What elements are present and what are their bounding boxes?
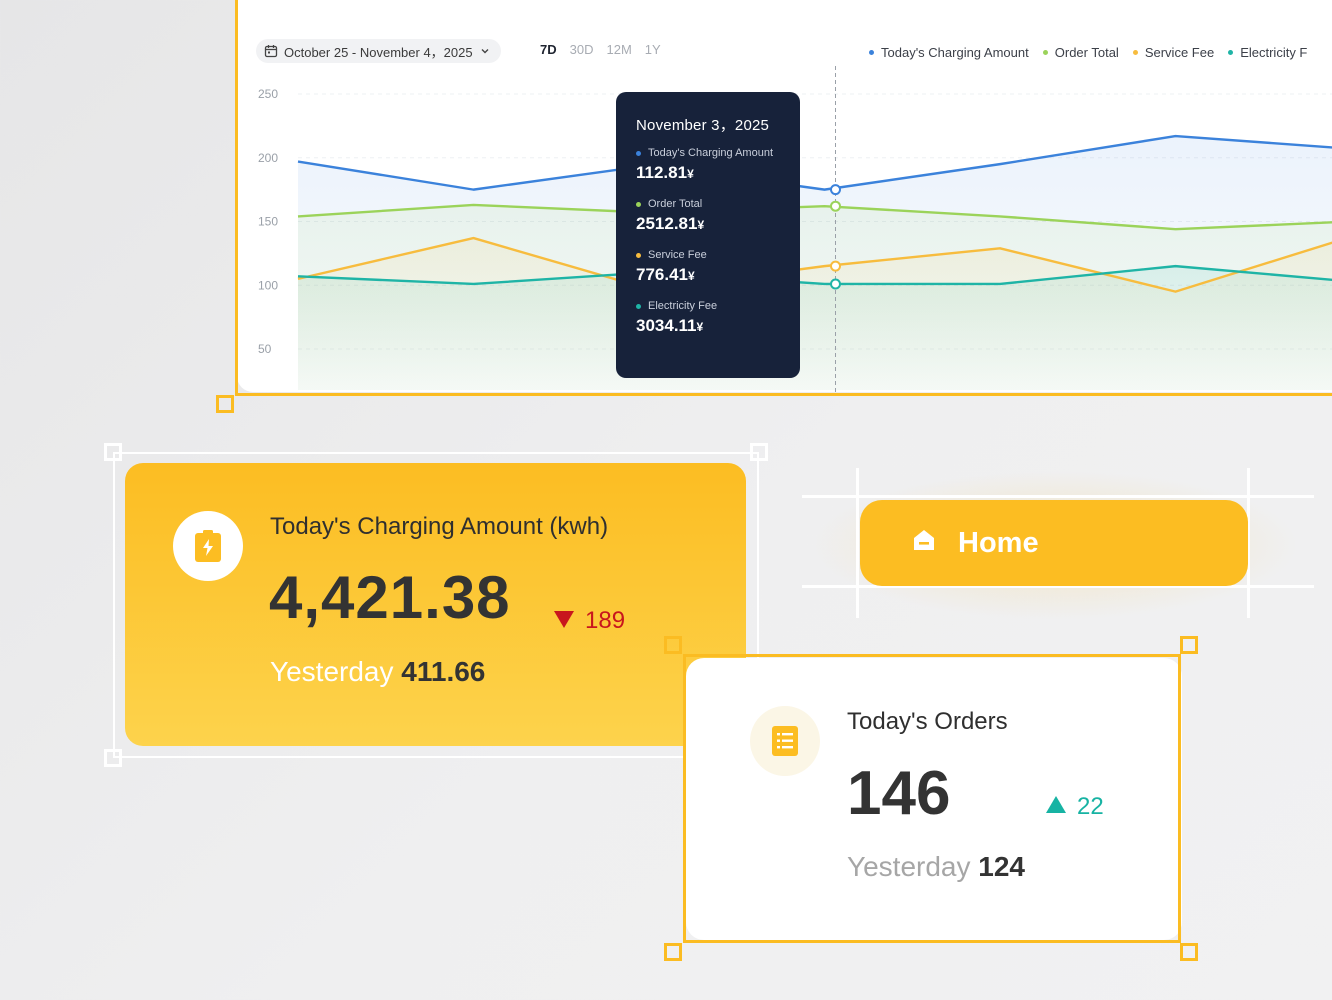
tooltip-unit: ¥ [687, 167, 694, 181]
y-tick-label: 150 [258, 215, 278, 229]
y-tick-label: 50 [258, 342, 272, 356]
series-dot [636, 252, 641, 258]
guide-line [856, 468, 859, 618]
triangle-up-icon [1045, 793, 1067, 821]
tooltip-label: Electricity Fee [648, 300, 718, 312]
yesterday-value: 411.66 [401, 656, 486, 687]
data-point-marker [830, 260, 841, 272]
legend-dot [869, 50, 874, 55]
yesterday-value: 124 [978, 851, 1025, 882]
y-tick-label: 200 [258, 151, 278, 165]
data-point-marker [830, 184, 841, 196]
tooltip-value: 776.41 [636, 265, 688, 284]
legend-item[interactable]: Service Fee [1132, 45, 1215, 60]
legend-item[interactable]: Today's Charging Amount [869, 45, 1029, 60]
series-dot [636, 150, 641, 156]
tab-7d[interactable]: 7D [540, 42, 557, 57]
tooltip-value: 112.81 [636, 163, 688, 182]
resize-handle[interactable] [104, 749, 122, 767]
resize-handle[interactable] [750, 443, 768, 461]
charging-amount-value: 4,421.38 [269, 564, 511, 631]
orders-delta: 22 [1045, 793, 1104, 821]
guide-line [802, 495, 1314, 498]
date-range-text: October 25 - November 4，2025 [284, 44, 473, 60]
legend-item[interactable]: Electricity F [1228, 45, 1307, 60]
legend-dot [1132, 50, 1138, 55]
legend-label: Today's Charging Amount [881, 45, 1029, 60]
series-line [297, 264, 1332, 286]
y-tick-label: 250 [258, 87, 278, 101]
orders-value: 146 [847, 759, 951, 828]
tooltip-unit: ¥ [697, 218, 705, 232]
triangle-down-icon [553, 607, 575, 635]
line-chart: 250 200 150 100 50 [258, 66, 1332, 392]
tooltip-label: Order Total [648, 198, 703, 210]
home-button-label: Home [958, 526, 1039, 559]
tab-1y[interactable]: 1Y [644, 42, 661, 57]
series-line [297, 203, 1332, 231]
resize-handle[interactable] [1180, 943, 1198, 961]
resize-handle[interactable] [664, 943, 682, 961]
battery-charging-icon [173, 511, 243, 581]
tooltip-row: Service Fee 776.41¥ [636, 249, 800, 285]
yesterday-label: Yesterday [847, 851, 971, 882]
date-range-picker[interactable]: October 25 - November 4，2025 [256, 39, 501, 63]
data-point-marker [830, 200, 841, 212]
legend-label: Electricity F [1240, 45, 1308, 60]
legend-label: Service Fee [1144, 45, 1215, 60]
chart-tooltip: November 3，2025 Today's Charging Amount … [616, 92, 800, 378]
list-document-icon [750, 706, 820, 776]
charging-delta-value: 189 [585, 607, 626, 634]
tooltip-label: Service Fee [648, 249, 707, 261]
charging-card-title: Today's Charging Amount (kwh) [270, 513, 609, 540]
orders-card-title: Today's Orders [847, 708, 1008, 735]
range-tabs: 7D 30D 12M 1Y [540, 42, 661, 57]
tooltip-row: Electricity Fee 3034.11¥ [636, 300, 800, 336]
tooltip-unit: ¥ [688, 269, 695, 283]
tooltip-label: Today's Charging Amount [648, 147, 774, 159]
legend-dot [1228, 50, 1234, 55]
home-icon [911, 527, 937, 560]
home-button[interactable]: Home [860, 500, 1248, 586]
guide-line [1247, 468, 1250, 618]
series-line [297, 134, 1332, 191]
chevron-down-icon [479, 45, 491, 57]
resize-handle[interactable] [664, 636, 682, 654]
legend-item[interactable]: Order Total [1042, 45, 1119, 60]
calendar-icon [264, 44, 278, 58]
series-dot [636, 303, 641, 309]
legend-label: Order Total [1054, 45, 1119, 60]
series-area [298, 266, 1332, 390]
charging-delta: 189 [553, 607, 625, 635]
series-dot [636, 201, 641, 207]
yesterday-label: Yesterday [270, 656, 394, 687]
charging-amount-card [125, 463, 746, 746]
guide-line [802, 585, 1314, 588]
tooltip-value: 2512.81 [636, 214, 698, 233]
resize-handle[interactable] [216, 395, 234, 413]
tooltip-unit: ¥ [696, 320, 704, 334]
tooltip-value: 3034.11 [636, 316, 697, 335]
tooltip-row: Today's Charging Amount 112.81¥ [636, 147, 800, 183]
chart-legend: Today's Charging Amount Order Total Serv… [869, 45, 1307, 60]
orders-card [686, 658, 1182, 940]
tooltip-row: Order Total 2512.81¥ [636, 198, 800, 234]
data-point-marker [830, 278, 841, 290]
series-line [297, 236, 1332, 293]
resize-handle[interactable] [1180, 636, 1198, 654]
charging-yesterday: Yesterday 411.66 [270, 656, 485, 688]
resize-handle[interactable] [104, 443, 122, 461]
legend-dot [1042, 50, 1048, 55]
tooltip-date: November 3，2025 [636, 117, 770, 134]
tab-12m[interactable]: 12M [606, 42, 632, 57]
tab-30d[interactable]: 30D [569, 42, 594, 57]
orders-yesterday: Yesterday 124 [847, 851, 1025, 883]
orders-delta-value: 22 [1077, 793, 1104, 820]
y-tick-label: 100 [258, 278, 278, 292]
